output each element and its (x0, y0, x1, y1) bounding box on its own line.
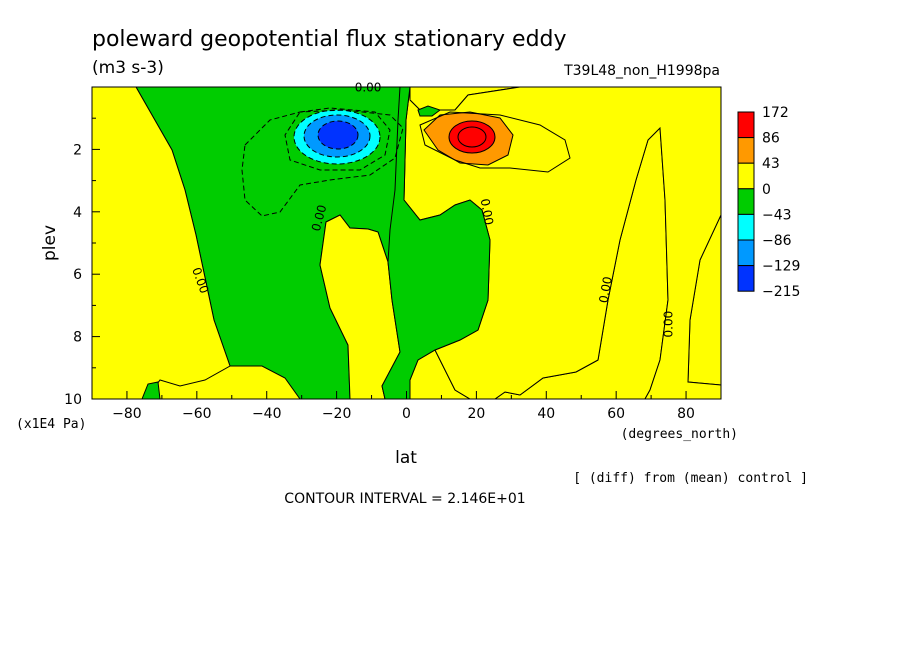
x-axis: −80 −60 −40 −20 0 20 40 60 80 (91, 391, 722, 422)
field-negative-level-3 (317, 120, 359, 150)
run-label: T39L48_non_H1998pa (563, 63, 720, 79)
field-negative-tongue-north (381, 87, 491, 399)
contour-label-zero: 0.00 (309, 203, 329, 232)
legend-level-label: −86 (762, 233, 792, 249)
contour-label-zero: 0.00 (662, 311, 676, 338)
units-label: (m3 s-3) (92, 58, 164, 78)
legend-swatch (737, 188, 755, 215)
legend-swatch (737, 239, 755, 267)
contour-label-zero: 0.00 (355, 81, 382, 95)
x-tick-label: −60 (182, 406, 212, 422)
x-tick-label: 80 (677, 406, 695, 422)
x-axis-units: (degrees_north) (621, 427, 738, 442)
legend-swatch (737, 162, 755, 190)
field-negative-blob-top (417, 105, 442, 117)
legend-swatch (737, 265, 755, 292)
y-axis: 2 4 6 8 10 (64, 117, 100, 408)
y-tick-label: 10 (64, 392, 82, 408)
y-tick-label: 6 (73, 267, 82, 283)
difference-note: [ (diff) from (mean) control ] (573, 471, 808, 486)
x-tick-label: 20 (467, 406, 485, 422)
legend-level-label: 86 (762, 131, 780, 147)
y-axis-units: (x1E4 Pa) (16, 417, 86, 432)
legend-level-label: −43 (762, 207, 792, 223)
y-tick-label: 2 (73, 142, 82, 158)
contour-negative-outer-2 (241, 109, 404, 217)
legend-level-label: 43 (762, 156, 780, 172)
colorbar-legend: 172 86 43 0 −43 −86 −129 −215 (737, 105, 800, 300)
chart-title: poleward geopotential flux stationary ed… (92, 27, 567, 52)
legend-level-label: −215 (762, 284, 800, 300)
legend-swatch (737, 111, 755, 139)
legend-level-label: 0 (762, 182, 771, 198)
x-tick-label: 0 (402, 406, 411, 422)
legend-level-label: 172 (762, 105, 789, 121)
legend-swatch (737, 213, 755, 241)
x-axis-title: lat (395, 448, 417, 468)
contour-label-zero: 0.00 (478, 197, 496, 226)
contour-negative-outer-1 (284, 107, 391, 171)
contour-positive-outer (419, 111, 571, 173)
x-tick-label: −80 (112, 406, 142, 422)
x-tick-label: −20 (322, 406, 352, 422)
contour-label-zero: 0.00 (596, 275, 614, 304)
field-positive-level-2 (448, 120, 496, 154)
contour-zero-labels: 0.000.000.000.000.000.00 (189, 81, 675, 338)
x-tick-label: −40 (252, 406, 282, 422)
field-positive-band-south-subtropics (92, 87, 231, 399)
field-negative-patch-southpole (141, 381, 161, 399)
legend-level-label: −129 (762, 259, 800, 275)
legend-swatch (737, 137, 755, 164)
y-axis-title: plev (40, 225, 60, 261)
contour-interval-text: CONTOUR INTERVAL = 2.146E+01 (284, 491, 525, 507)
contour-field (92, 87, 721, 399)
x-tick-label: 60 (607, 406, 625, 422)
y-tick-label: 8 (73, 330, 82, 346)
x-tick-label: 40 (537, 406, 555, 422)
y-tick-label: 4 (73, 205, 82, 221)
contour-positive-inner (457, 126, 487, 148)
